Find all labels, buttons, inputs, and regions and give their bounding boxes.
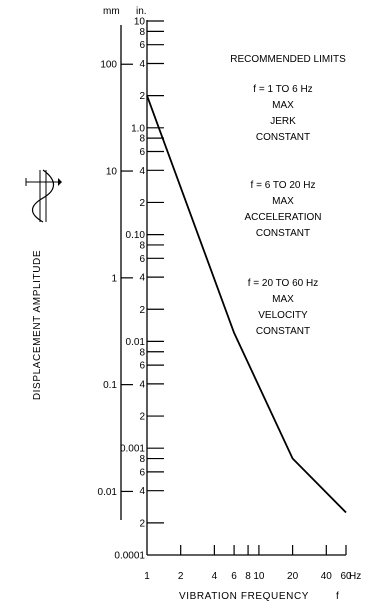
frequency-tick-label: 8: [245, 571, 251, 582]
frequency-tick-label: 6: [231, 571, 237, 582]
annotation-line: MAX: [272, 100, 294, 111]
inch-tick-label: 8: [139, 27, 145, 38]
y-axis-title: DISPLACEMENT AMPLITUDE: [32, 250, 43, 400]
frequency-tick-label: 2: [178, 571, 184, 582]
x-axis-symbol: f: [336, 591, 339, 602]
x-axis-title: VIBRATION FREQUENCY: [179, 591, 309, 602]
inch-tick-label: 2: [139, 198, 145, 209]
limit-curve: [146, 95, 347, 514]
mm-tick-label: 100: [100, 60, 117, 71]
inch-tick-label: 4: [139, 486, 145, 497]
inch-tick-label: 8: [139, 240, 145, 251]
inch-tick-label: 8: [139, 134, 145, 145]
annotation-line: VELOCITY: [258, 310, 308, 321]
annotation-line: f = 6 TO 20 Hz: [251, 180, 316, 191]
frequency-tick-label: 40: [321, 571, 333, 582]
inch-tick-label: 6: [139, 467, 145, 478]
inch-tick-label: 6: [139, 147, 145, 158]
inch-tick-label: 0.0001: [114, 551, 145, 562]
inch-tick-label: 4: [139, 273, 145, 284]
inch-tick-label: 0.01: [126, 337, 146, 348]
mm-tick-label: 10: [106, 167, 118, 178]
frequency-tick-label: 10: [253, 571, 265, 582]
frequency-ticks: 1 2 4 6 8 10 20 40 60: [144, 545, 352, 582]
inch-unit-label: in.: [136, 6, 147, 17]
annotation-line: CONSTANT: [256, 132, 310, 143]
inch-tick-label: 10: [134, 17, 146, 28]
mm-tick-label: 1: [111, 273, 117, 284]
regime-annotations: f = 1 TO 6 Hz MAX JERK CONSTANT f = 6 TO 20 …: [244, 84, 321, 337]
inch-tick-label: 6: [139, 40, 145, 51]
mm-tick-label: 0.1: [103, 380, 117, 391]
inch-tick-label: 2: [139, 91, 145, 102]
mm-tick-label: 0.01: [98, 487, 118, 498]
inch-tick-label: 4: [139, 379, 145, 390]
frequency-tick-label: 20: [287, 571, 299, 582]
frequency-tick-label: 60: [340, 571, 352, 582]
annotation-line: f = 20 TO 60 Hz: [248, 278, 319, 289]
frequency-tick-label: 4: [212, 571, 218, 582]
frequency-tick-label: 1: [144, 571, 150, 582]
inch-tick-label: 8: [139, 347, 145, 358]
inch-tick-label: 1.0: [131, 123, 145, 134]
inch-tick-label: 2: [139, 412, 145, 423]
chart-title: RECOMMENDED LIMITS: [230, 54, 346, 65]
inch-tick-label: 8: [139, 454, 145, 465]
inch-tick-label: 2: [139, 305, 145, 316]
annotation-line: MAX: [272, 294, 294, 305]
inch-tick-label: 0.10: [126, 230, 146, 241]
annotation-line: CONSTANT: [256, 228, 310, 239]
annotation-line: f = 1 TO 6 Hz: [253, 84, 312, 95]
inch-tick-label: 0.001: [120, 444, 145, 455]
x-unit-label: Hz: [349, 571, 361, 582]
inch-tick-label: 4: [139, 59, 145, 70]
inch-tick-label: 6: [139, 254, 145, 265]
limit-curve-line: [146, 95, 347, 514]
annotation-line: JERK: [270, 116, 296, 127]
inch-tick-label: 2: [139, 518, 145, 529]
annotation-line: MAX: [272, 196, 294, 207]
mm-unit-label: mm: [103, 6, 120, 17]
mm-ticks: 100 10 1 0.1 0.01: [98, 60, 133, 498]
inch-tick-label: 6: [139, 361, 145, 372]
inch-tick-label: 4: [139, 166, 145, 177]
inch-ticks: 1086421.086420.1086420.0186420.00186420.…: [114, 17, 164, 562]
annotation-line: ACCELERATION: [244, 212, 321, 223]
vibration-symbol-icon: [25, 169, 62, 223]
annotation-line: CONSTANT: [256, 326, 310, 337]
